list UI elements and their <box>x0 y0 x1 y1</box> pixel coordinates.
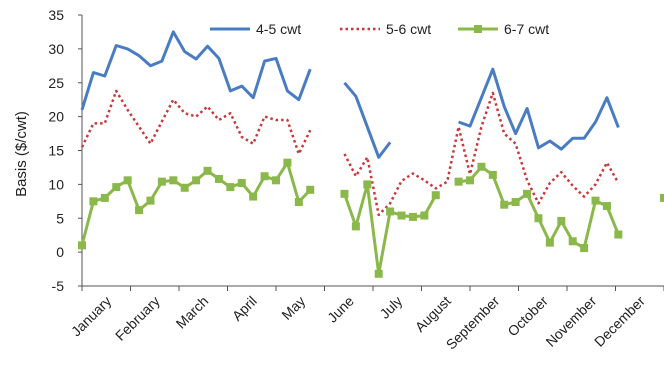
y-tick-label: 15 <box>48 143 64 159</box>
data-point <box>237 179 246 188</box>
data-point <box>203 166 212 175</box>
data-point <box>557 216 566 225</box>
x-tick-label: June <box>324 293 357 326</box>
data-point <box>591 196 600 205</box>
x-tick-label: April <box>229 293 260 324</box>
series-line <box>80 89 312 156</box>
x-tick-label: December <box>591 293 648 350</box>
data-point <box>214 174 223 183</box>
series-line <box>458 67 620 151</box>
series-line <box>343 81 392 159</box>
y-axis-label: Basis ($/cwt) <box>13 111 30 197</box>
series-4-5-cwt <box>80 30 620 159</box>
y-tick-label: 5 <box>56 210 64 226</box>
data-point <box>306 185 315 194</box>
data-point <box>100 193 109 202</box>
data-point <box>249 192 258 201</box>
data-point <box>192 176 201 185</box>
series-line <box>80 161 312 246</box>
data-point <box>135 206 144 215</box>
data-point <box>294 197 303 206</box>
data-point <box>272 176 280 185</box>
series-5-6-cwt <box>80 89 620 217</box>
legend-marker <box>474 25 482 33</box>
data-point <box>180 183 189 192</box>
legend-item: 6-7 cwt <box>458 21 549 37</box>
x-tick-label: October <box>504 293 551 340</box>
y-tick-label: 0 <box>56 244 64 260</box>
data-point <box>466 176 474 185</box>
x-tick-label: July <box>376 293 405 322</box>
data-point <box>534 214 543 223</box>
x-tick-label: August <box>412 293 454 335</box>
data-point <box>363 180 372 189</box>
data-point <box>431 191 440 200</box>
x-tick-label: September <box>443 293 503 353</box>
x-tick-label: February <box>112 293 163 344</box>
data-point <box>511 197 520 206</box>
legend-label: 6-7 cwt <box>504 21 549 37</box>
data-point <box>568 237 577 246</box>
data-point <box>123 176 132 185</box>
legend-item: 5-6 cwt <box>340 21 431 37</box>
x-tick-label: November <box>542 293 599 350</box>
legend-item: 4-5 cwt <box>210 21 301 37</box>
legend-label: 5-6 cwt <box>386 21 431 37</box>
data-point <box>351 222 360 231</box>
series-6-7-cwt <box>78 158 664 278</box>
data-point <box>408 212 417 221</box>
series-line <box>343 91 620 217</box>
data-point <box>477 162 486 171</box>
data-point <box>660 193 664 202</box>
x-tick-label: March <box>173 293 212 332</box>
data-point <box>614 230 623 239</box>
data-point <box>112 183 121 192</box>
data-point <box>169 176 178 185</box>
legend: 4-5 cwt 5-6 cwt 6-7 cwt <box>210 21 549 37</box>
data-point <box>602 202 611 211</box>
data-point <box>545 238 554 247</box>
data-point <box>89 197 98 206</box>
data-point <box>523 189 532 198</box>
data-point <box>397 211 406 220</box>
x-tick-label: January <box>68 293 115 340</box>
data-point <box>260 172 269 181</box>
legend-label: 4-5 cwt <box>256 21 301 37</box>
y-tick-label: -5 <box>52 278 65 294</box>
data-point <box>146 196 155 205</box>
y-tick-label: 30 <box>48 41 64 57</box>
data-point <box>374 269 383 278</box>
series-layer <box>78 30 664 278</box>
data-point <box>157 177 166 186</box>
y-tick-label: 10 <box>48 176 64 192</box>
y-tick-label: 35 <box>48 7 64 23</box>
series-line <box>458 165 620 250</box>
data-point <box>78 241 86 250</box>
x-tick-label: May <box>278 293 308 323</box>
data-point <box>420 211 429 220</box>
data-point <box>580 244 589 253</box>
data-point <box>340 189 349 198</box>
data-point <box>488 170 497 179</box>
data-point <box>500 200 509 209</box>
data-point <box>454 177 463 186</box>
data-point <box>386 207 395 216</box>
y-tick-label: 25 <box>48 75 64 91</box>
series-line <box>80 30 312 111</box>
data-point <box>283 158 292 167</box>
y-tick-label: 20 <box>48 109 64 125</box>
data-point <box>226 183 235 192</box>
